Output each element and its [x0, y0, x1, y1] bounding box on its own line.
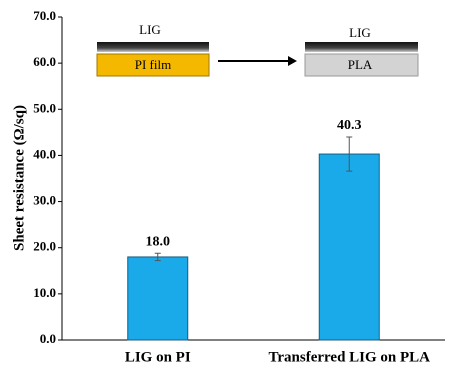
y-tick-label: 20.0 [33, 239, 56, 254]
lig-layer [305, 42, 418, 52]
error-bar [346, 136, 353, 172]
x-tick-label: LIG on PI [125, 349, 191, 365]
annotation: LIG [349, 25, 371, 40]
y-axis-label: Sheet resistance (Ω/sq) [11, 105, 27, 251]
y-tick-label: 60.0 [33, 54, 56, 69]
arrow-head [288, 56, 297, 66]
pi-film-layer [96, 53, 210, 77]
annotation: PLA [348, 57, 373, 72]
bar [127, 256, 189, 341]
annotation: LIG [139, 22, 161, 37]
bar [318, 153, 380, 341]
error-bar [154, 252, 161, 262]
value-label: 40.3 [337, 118, 362, 133]
y-tick-label: 30.0 [33, 193, 56, 208]
y-tick-label: 40.0 [33, 146, 56, 161]
y-tick-label: 50.0 [33, 100, 56, 115]
lig-layer [97, 42, 209, 52]
pla-layer [304, 53, 419, 77]
y-tick-label: 10.0 [33, 285, 56, 300]
x-tick-label: Transferred LIG on PLA [268, 349, 430, 365]
value-label: 18.0 [146, 234, 171, 249]
y-tick-label: 70.0 [33, 8, 56, 23]
annotation: PI film [135, 57, 171, 72]
y-tick-label: 0.0 [40, 331, 56, 346]
inset-diagram: LIG PI film LIG PLA [96, 22, 419, 77]
